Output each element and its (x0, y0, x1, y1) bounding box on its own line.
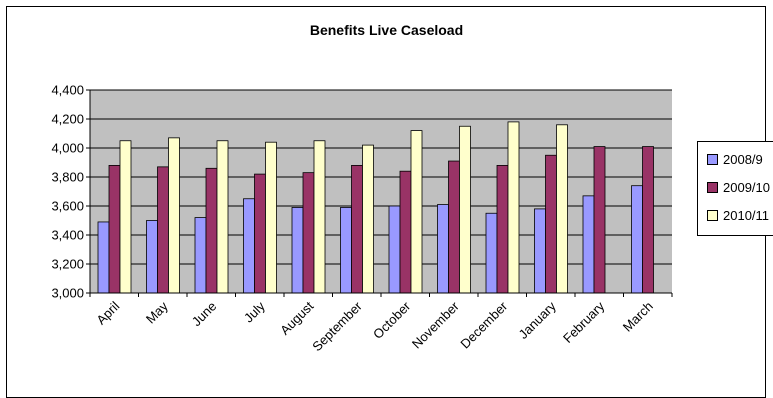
bar (108, 164, 121, 294)
bar (340, 207, 352, 294)
y-tick-label: 4,000 (51, 141, 84, 156)
y-tick-label: 3,000 (51, 286, 84, 301)
legend-item-2010-11: 2010/11 (707, 207, 769, 223)
y-tick-label: 4,400 (51, 83, 84, 98)
chart-title: Benefits Live Caseload (309, 22, 464, 38)
bar (157, 166, 169, 294)
bar (351, 164, 363, 294)
bar (146, 220, 158, 294)
bar (496, 164, 509, 294)
x-tick-label: October (370, 298, 414, 342)
bar (168, 137, 180, 294)
bar (437, 204, 449, 294)
bar (313, 140, 326, 294)
legend-label-2010-11: 2010/11 (723, 207, 770, 223)
bar (265, 141, 277, 294)
bar (507, 121, 520, 294)
x-tick-label: December (457, 298, 510, 351)
bar (534, 208, 546, 294)
x-tick-label: January (516, 298, 560, 342)
bar (485, 212, 498, 294)
bar (302, 172, 315, 294)
axes (89, 90, 673, 297)
x-tick-label: June (189, 299, 220, 330)
bar (545, 154, 557, 294)
y-tick-label: 3,600 (51, 199, 84, 214)
legend-item-2009-10: 2009/10 (707, 179, 770, 195)
x-tick-label: March (620, 299, 656, 335)
legend-item-2008-9: 2008/9 (707, 151, 763, 167)
legend-swatch-2010-11 (707, 209, 718, 221)
bar (194, 217, 207, 294)
x-tick-label: August (277, 298, 316, 337)
bar (243, 198, 255, 294)
x-tick-label: July (241, 298, 268, 325)
bar (448, 160, 460, 294)
bar (582, 195, 595, 294)
bar (642, 146, 654, 294)
y-tick-label: 3,200 (51, 257, 84, 272)
bar (362, 144, 374, 294)
y-tick-label: 3,800 (51, 170, 84, 185)
bar (459, 125, 471, 294)
bars (97, 121, 654, 294)
bar (556, 124, 568, 294)
legend: 2008/9 2009/10 2010/11 (697, 141, 773, 236)
legend-label-2008-9: 2008/9 (723, 151, 763, 167)
legend-swatch-2008-9 (707, 153, 718, 165)
y-tick-label: 4,200 (51, 112, 84, 127)
bar (97, 221, 110, 294)
bar (216, 140, 229, 294)
y-tick-labels: 3,000 3,200 3,400 3,600 3,800 4,000 4,200 4,400 (51, 83, 84, 301)
gridlines (86, 89, 672, 294)
bar (631, 185, 643, 294)
bar (388, 205, 401, 294)
bar (593, 146, 606, 294)
plot-area (90, 90, 672, 293)
y-tick-label: 3,400 (51, 228, 84, 243)
x-tick-label: February (560, 298, 608, 346)
x-tick-label: November (409, 298, 462, 351)
x-tick-label: September (309, 298, 365, 354)
bar (291, 207, 304, 294)
x-tick-label: May (143, 298, 171, 326)
legend-swatch-2009-10 (707, 181, 718, 193)
bar (254, 173, 266, 294)
x-tick-label: April (93, 298, 122, 327)
bar (399, 170, 412, 294)
bar (410, 130, 423, 294)
legend-label-2009-10: 2009/10 (723, 179, 770, 195)
bar (205, 167, 218, 294)
bar (119, 140, 132, 294)
